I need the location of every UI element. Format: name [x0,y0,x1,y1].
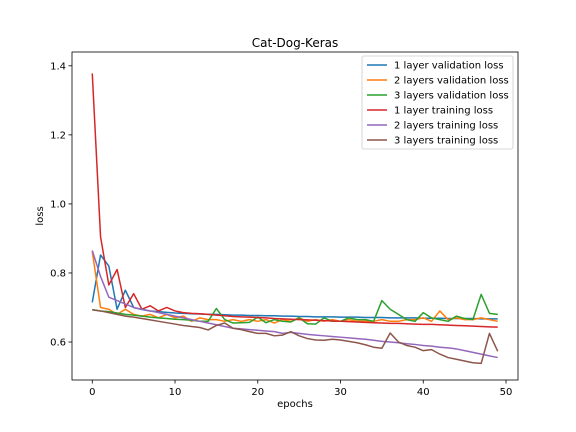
legend-label-4: 1 layer training loss [394,106,493,117]
chart-title: Cat-Dog-Keras [252,36,339,50]
legend-label-1: 1 layer validation loss [394,61,504,72]
x-tick-label: 40 [417,387,430,398]
y-tick-label: 1.4 [50,61,66,72]
legend-label-2: 2 layers validation loss [394,76,509,87]
y-axis-ticks: 0.6 0.8 1.0 1.2 1.4 [50,61,72,349]
legend-label-3: 3 layers validation loss [394,91,509,102]
x-tick-label: 10 [169,387,182,398]
series-line-6 [92,309,499,365]
y-tick-label: 1.0 [50,199,66,210]
y-tick-label: 0.6 [50,338,66,349]
series-line-1 [91,254,498,320]
y-tick-label: 0.8 [50,268,66,279]
x-tick-label: 30 [334,387,347,398]
legend-label-5: 2 layers training loss [394,121,498,132]
series-line-4 [91,73,498,328]
x-axis-label: epochs [277,399,313,410]
x-axis-ticks: 0 10 20 30 40 50 [89,380,512,398]
legend: 1 layer validation loss 2 layers validati… [361,55,514,150]
series-layer [91,73,499,365]
y-tick-label: 1.2 [50,130,66,141]
plot-area [71,51,519,381]
legend-box [361,55,514,150]
series-line-5 [91,250,498,359]
x-tick-label: 50 [500,387,513,398]
x-tick-label: 0 [89,387,95,398]
y-axis-label: loss [35,206,46,225]
legend-label-6: 3 layers training loss [394,136,498,147]
plot-frame [71,51,519,381]
x-tick-label: 20 [251,387,264,398]
